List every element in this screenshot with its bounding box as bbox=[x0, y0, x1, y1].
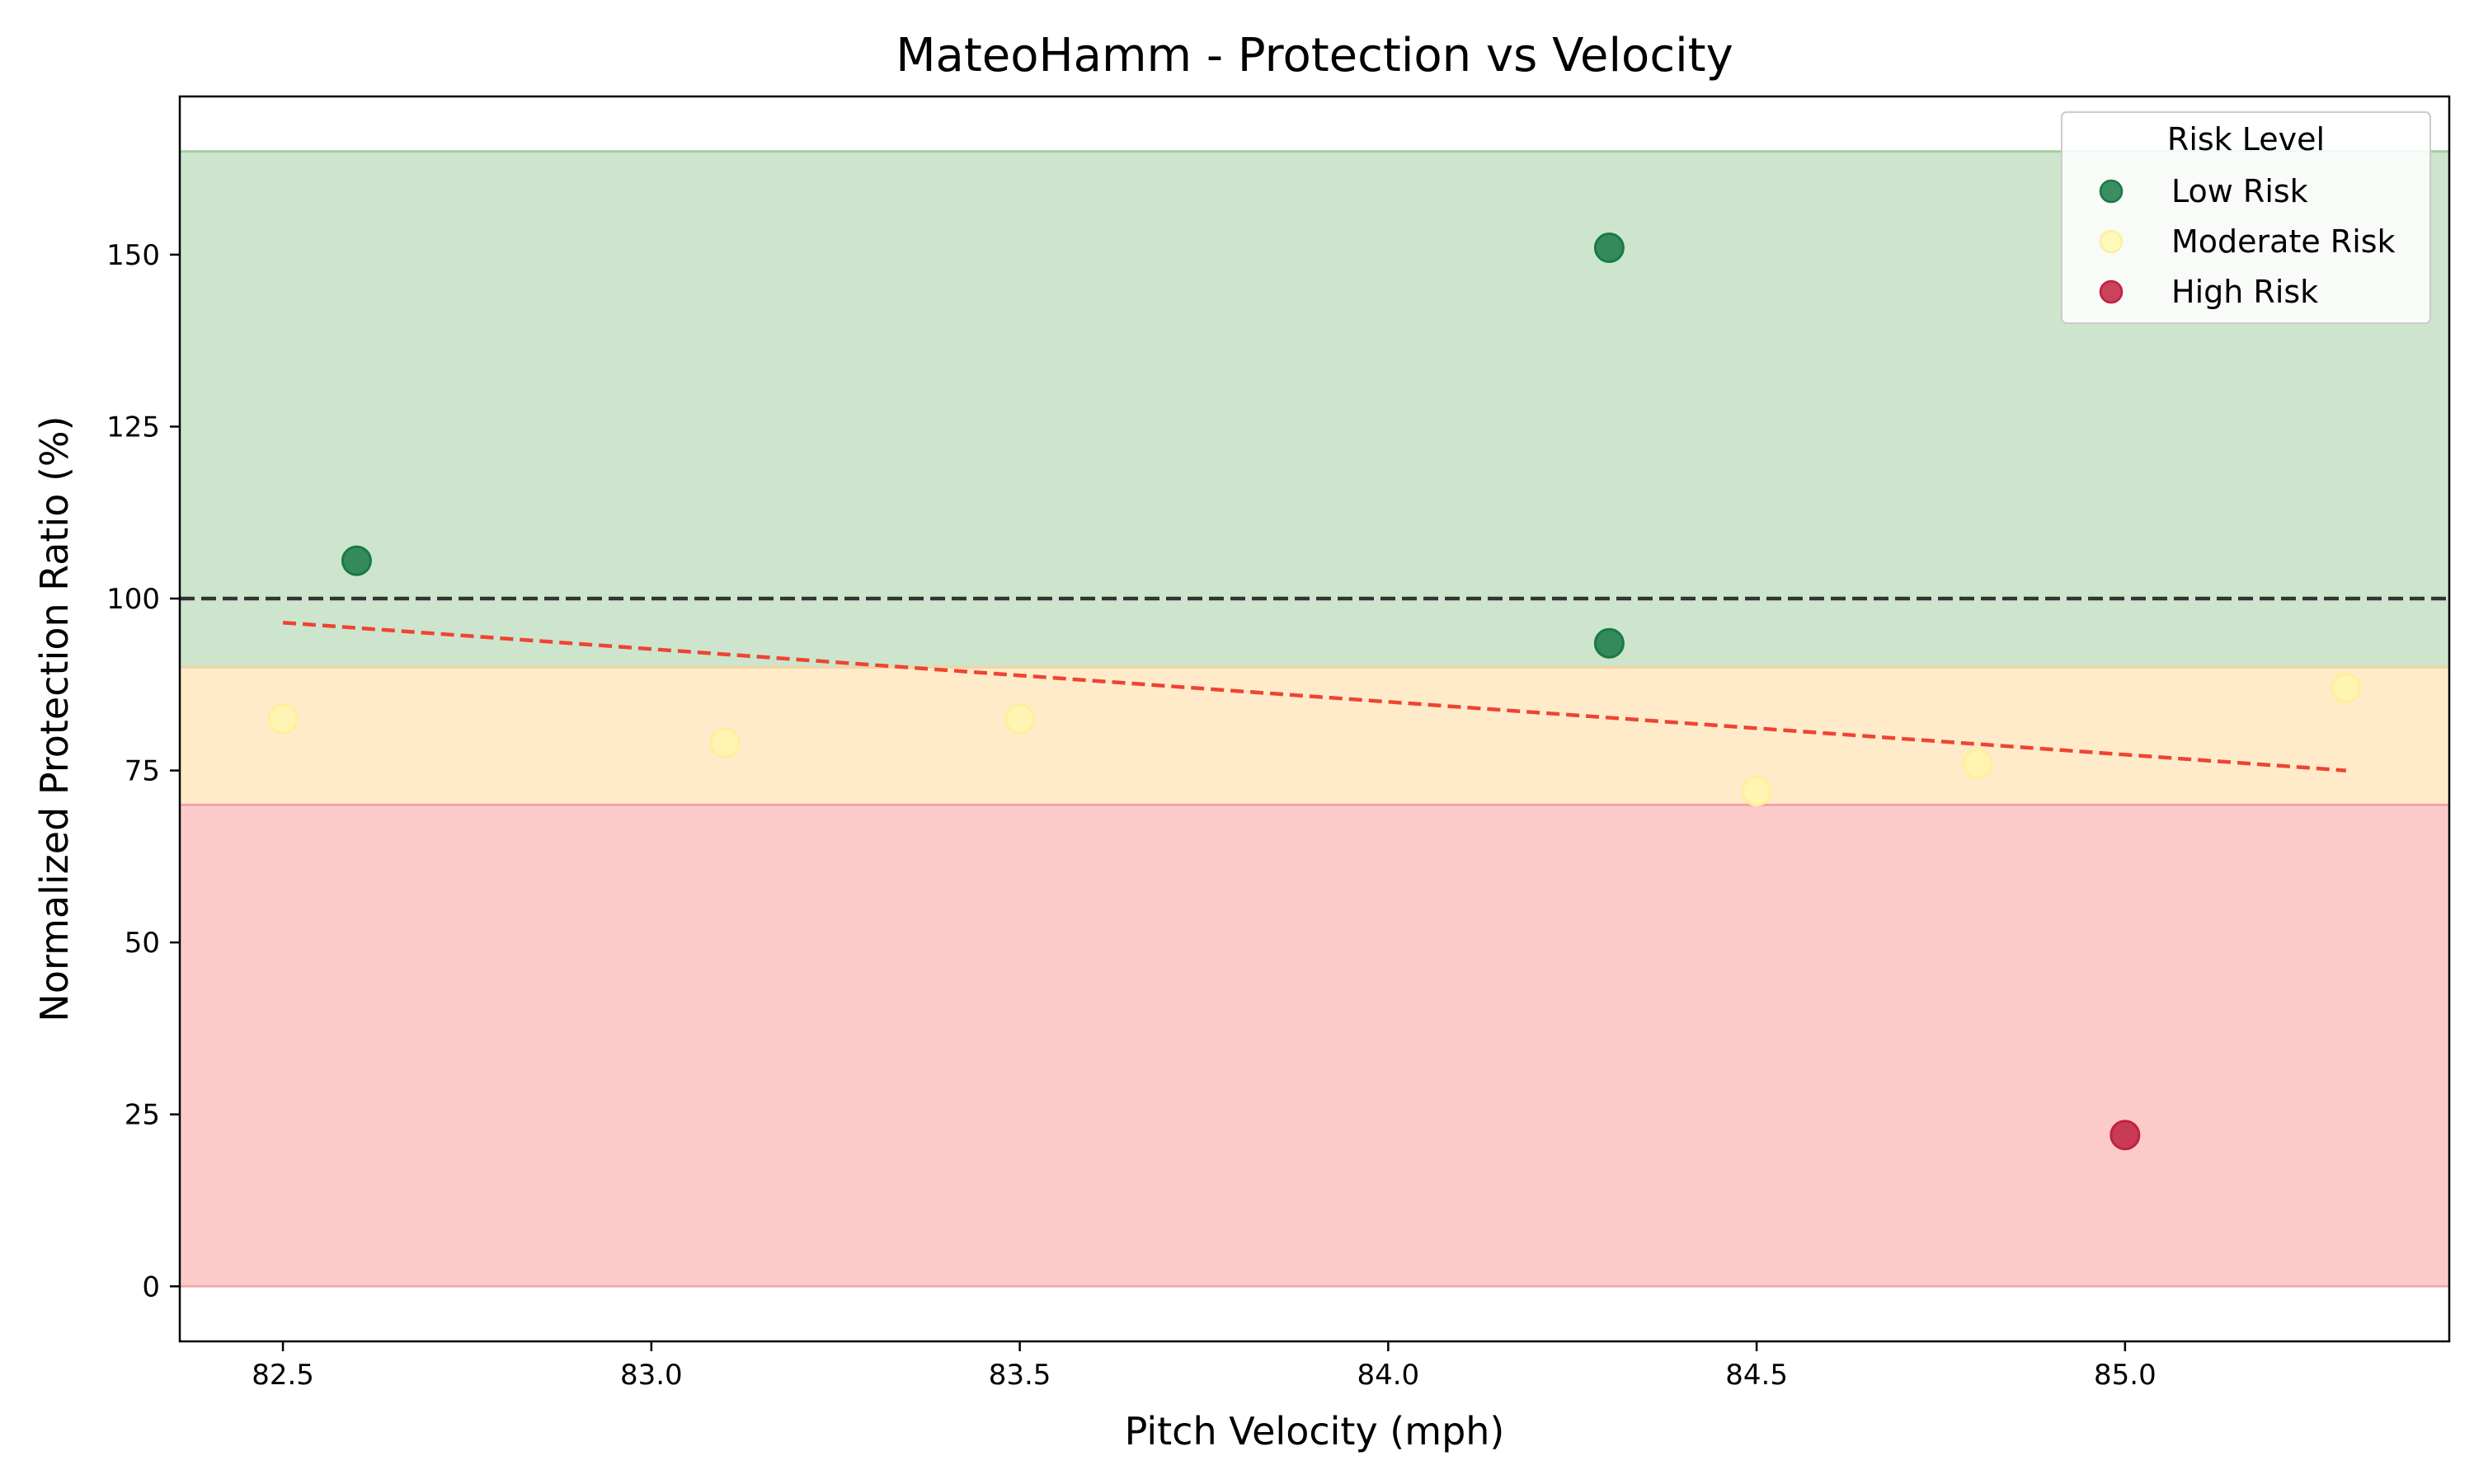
data-point bbox=[1741, 776, 1772, 807]
x-tick-label: 83.0 bbox=[620, 1359, 683, 1392]
y-tick-label: 100 bbox=[106, 583, 160, 616]
y-axis-ticks: 0 25 50 75 100 125 150 bbox=[106, 239, 180, 1303]
legend-label: Moderate Risk bbox=[2171, 223, 2396, 260]
x-tick-label: 82.5 bbox=[252, 1359, 314, 1392]
x-axis-ticks: 82.5 83.0 83.5 84.0 84.5 85.0 bbox=[252, 1341, 2157, 1392]
legend: Risk Level Low Risk Moderate Risk High Ris… bbox=[2061, 111, 2431, 324]
x-tick-label: 85.0 bbox=[2094, 1359, 2157, 1392]
data-points bbox=[267, 232, 2362, 1151]
risk-band bbox=[180, 805, 2449, 1287]
data-point bbox=[2331, 672, 2362, 703]
data-point bbox=[1004, 703, 1036, 735]
trend-line bbox=[282, 620, 2347, 773]
risk-band bbox=[180, 667, 2449, 805]
data-point bbox=[267, 703, 299, 735]
y-tick-label: 25 bbox=[125, 1099, 160, 1132]
data-point bbox=[1593, 232, 1625, 264]
y-tick-label: 0 bbox=[142, 1270, 160, 1303]
data-point bbox=[1593, 627, 1625, 659]
x-tick-label: 84.0 bbox=[1357, 1359, 1419, 1392]
x-tick-label: 84.5 bbox=[1725, 1359, 1788, 1392]
data-point bbox=[2109, 1120, 2141, 1151]
legend-marker bbox=[2099, 279, 2124, 304]
y-tick-label: 75 bbox=[125, 755, 160, 788]
reference-lines bbox=[180, 596, 2449, 773]
x-tick-label: 83.5 bbox=[989, 1359, 1051, 1392]
y-tick-label: 125 bbox=[106, 411, 160, 444]
data-point bbox=[709, 727, 741, 758]
legend-label: Low Risk bbox=[2171, 173, 2308, 209]
legend-label: High Risk bbox=[2171, 274, 2318, 310]
legend-box bbox=[2061, 111, 2431, 324]
plot-frame bbox=[178, 95, 2451, 1343]
legend-items: Low Risk Moderate Risk High Risk bbox=[2099, 173, 2396, 310]
legend-title: Risk Level bbox=[2167, 121, 2325, 157]
data-point bbox=[341, 545, 372, 576]
x-axis-title: Pitch Velocity (mph) bbox=[1125, 1409, 1505, 1453]
chart-title: MateoHamm - Protection vs Velocity bbox=[896, 29, 1733, 82]
y-tick-label: 150 bbox=[106, 239, 160, 272]
y-tick-label: 50 bbox=[125, 927, 160, 960]
data-point bbox=[1962, 748, 1993, 779]
legend-marker bbox=[2099, 179, 2124, 204]
y-axis-title: Normalized Protection Ratio (%) bbox=[32, 416, 77, 1021]
legend-marker bbox=[2099, 229, 2124, 254]
